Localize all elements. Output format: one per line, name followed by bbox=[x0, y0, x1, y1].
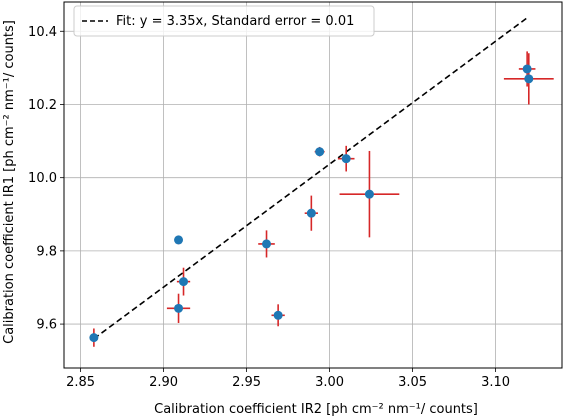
data-point bbox=[174, 303, 184, 313]
data-point bbox=[315, 147, 325, 157]
data-point bbox=[341, 154, 351, 164]
data-point bbox=[522, 64, 532, 74]
y-axis-label: Calibration coefficient IR1 [ph cm⁻² nm⁻… bbox=[2, 20, 17, 344]
grid-lines bbox=[64, 2, 562, 368]
legend-box bbox=[73, 5, 375, 37]
y-tick-label: 10.2 bbox=[28, 98, 57, 113]
data-points bbox=[89, 64, 534, 343]
y-axis-ticks: 9.6 9.8 10.0 10.2 10.4 bbox=[28, 25, 64, 333]
x-tick-label: 2.85 bbox=[66, 375, 95, 390]
data-point bbox=[364, 189, 374, 199]
data-point bbox=[273, 310, 283, 320]
y-tick-label: 10.4 bbox=[28, 25, 57, 40]
fit-line-group bbox=[93, 15, 530, 340]
x-axis-ticks: 2.85 2.90 2.95 3.00 3.05 3.10 bbox=[66, 368, 510, 390]
x-tick-label: 2.90 bbox=[149, 375, 178, 390]
x-tick-label: 3.00 bbox=[315, 375, 344, 390]
x-tick-label: 2.95 bbox=[232, 375, 261, 390]
data-point bbox=[524, 74, 534, 84]
legend-fit-label: Fit: y = 3.35x, Standard error = 0.01 bbox=[116, 14, 354, 29]
y-tick-label: 9.8 bbox=[36, 244, 57, 259]
fit-line bbox=[93, 15, 530, 340]
plot-frame bbox=[63, 1, 563, 369]
data-point bbox=[306, 208, 316, 218]
y-tick-label: 9.6 bbox=[36, 318, 57, 333]
data-point bbox=[174, 235, 184, 245]
legend: Fit: y = 3.35x, Standard error = 0.01 bbox=[73, 5, 375, 37]
data-point bbox=[262, 239, 272, 249]
data-point bbox=[89, 333, 99, 343]
x-axis-label: Calibration coefficient IR2 [ph cm⁻² nm⁻… bbox=[154, 402, 478, 417]
x-tick-label: 3.10 bbox=[481, 375, 510, 390]
y-tick-label: 10.0 bbox=[28, 171, 57, 186]
x-tick-label: 3.05 bbox=[398, 375, 427, 390]
data-point bbox=[179, 277, 189, 287]
error-bars bbox=[90, 51, 554, 347]
